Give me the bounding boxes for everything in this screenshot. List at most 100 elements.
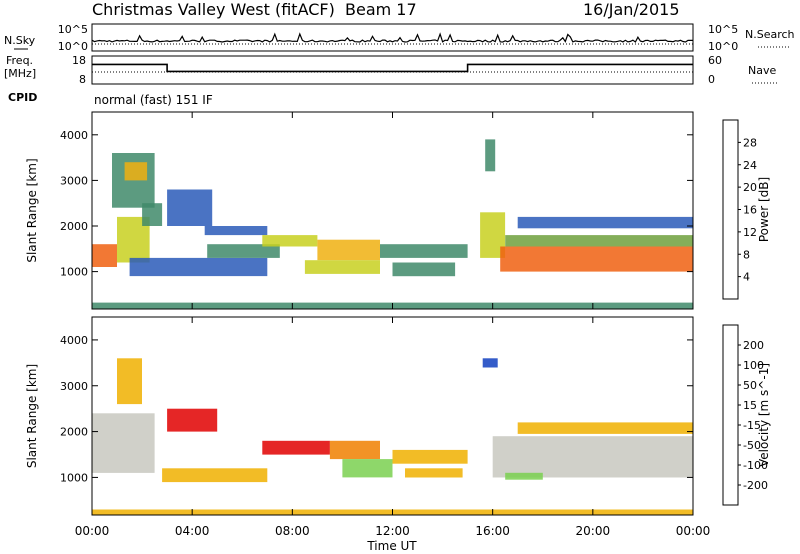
colorbar-tick-label: -50 <box>743 439 761 452</box>
freq-label-line2: [MHz] <box>4 67 36 80</box>
freq-left-tick-bottom: 8 <box>79 73 86 86</box>
echo-region-10 <box>492 436 693 478</box>
freq-left-tick-top: 18 <box>72 54 86 67</box>
echo-region-9 <box>262 235 318 247</box>
colorbar-tick-label: 16 <box>743 204 757 217</box>
x-tick-label: 04:00 <box>175 524 210 538</box>
freq-panel: Freq. [MHz] 18 8 60 0 Nave <box>4 54 778 86</box>
colorbar-frame <box>722 324 739 506</box>
echo-region-18 <box>485 139 496 172</box>
time-axis: 00:00 04:00 08:00 12:00 16:00 20:00 00:00 <box>75 112 711 538</box>
echo-region-7 <box>207 244 280 258</box>
cpid-label: CPID <box>8 91 37 104</box>
echo-region-13 <box>392 262 456 277</box>
colorbar-tick-label: 4 <box>743 271 750 284</box>
echo-region-8 <box>405 468 463 478</box>
echo-region-9 <box>482 358 498 368</box>
x-tick-label: 08:00 <box>275 524 310 538</box>
colorbar-frame <box>722 119 739 300</box>
echo-region-6 <box>342 459 393 478</box>
colorbar-tick-label: 100 <box>743 359 764 372</box>
echo-region-1 <box>117 358 142 405</box>
colorbar-tick-label: 28 <box>743 136 757 149</box>
x-tick-label: 00:00 <box>75 524 110 538</box>
noise-right-label: N.Search <box>745 28 795 41</box>
freq-right-tick-top: 60 <box>708 54 722 67</box>
noise-left-label: N.Sky <box>4 34 36 47</box>
echo-region-15 <box>500 246 693 272</box>
velocity-y-axis: 1000 2000 3000 4000 <box>60 334 693 484</box>
colorbar-label: Velocity [m s^-1] <box>757 363 771 467</box>
echo-region-6 <box>129 257 268 277</box>
noise-panel-frame <box>91 23 694 52</box>
y-tick-label: 3000 <box>60 174 88 187</box>
colorbar-tick-label: 12 <box>743 226 757 239</box>
y-tick-label: 4000 <box>60 129 88 142</box>
x-tick-label: 00:00 <box>676 524 711 538</box>
colorbar-tick-label: -200 <box>743 479 768 492</box>
echo-region-0 <box>92 244 117 267</box>
y-tick-label: 3000 <box>60 380 88 393</box>
echo-region-4 <box>262 440 330 455</box>
x-tick-label: 20:00 <box>576 524 611 538</box>
beam-label: Beam 17 <box>345 0 417 19</box>
y-tick-label: 1000 <box>60 266 88 279</box>
velocity-colorbar: 200 100 50 15 -15 -50 -100 -200 Velocity [m s^-1… <box>722 324 771 506</box>
colorbar-tick-label: 200 <box>743 339 764 352</box>
noise-right-tick-bottom: 10^0 <box>708 40 738 53</box>
velocity-panel: 1000 2000 3000 4000 Slant Range [km] 200 100… <box>25 316 771 516</box>
noise-panel: N.Sky N.Search 10^5 10^0 10^5 10^0 <box>4 23 795 53</box>
y-tick-label: 4000 <box>60 334 88 347</box>
echo-region-10 <box>317 239 380 261</box>
colorbar-tick-label: 24 <box>743 159 757 172</box>
noise-left-tick-top: 10^5 <box>58 23 88 36</box>
echo-region-2 <box>167 408 218 432</box>
power-heatmap <box>92 139 693 309</box>
power-y-axis-label: Slant Range [km] <box>25 158 39 262</box>
power-colorbar: 28 24 20 16 12 8 4 Power [dB] <box>722 119 771 300</box>
velocity-heatmap <box>92 358 693 515</box>
power-y-axis: 1000 2000 3000 4000 <box>60 129 693 279</box>
echo-region-0 <box>92 413 155 473</box>
x-tick-label: 16:00 <box>475 524 510 538</box>
echo-region-17 <box>517 216 693 229</box>
freq-label-line1: Freq. <box>6 54 33 67</box>
freq-trace <box>92 63 693 73</box>
echo-region-12 <box>517 422 693 434</box>
echo-region-5 <box>167 189 213 226</box>
cpid-value: normal (fast) 151 IF <box>94 93 213 107</box>
colorbar-tick-label: 50 <box>743 379 757 392</box>
echo-region-4 <box>142 203 163 226</box>
date-label: 16/Jan/2015 <box>583 0 680 19</box>
echo-region-5 <box>329 440 380 460</box>
y-tick-label: 2000 <box>60 426 88 439</box>
power-panel: 1000 2000 3000 4000 Slant Range [km] 28 24 20… <box>25 111 771 310</box>
velocity-y-axis-label: Slant Range [km] <box>25 364 39 468</box>
echo-region-7 <box>392 449 468 464</box>
nave-label: Nave <box>748 64 776 77</box>
echo-region-16 <box>505 235 693 247</box>
y-tick-label: 1000 <box>60 471 88 484</box>
colorbar-label: Power [dB] <box>757 177 771 242</box>
noise-right-tick-top: 10^5 <box>708 23 738 36</box>
x-axis-label: Time UT <box>366 539 417 553</box>
echo-region-8 <box>204 226 268 236</box>
colorbar-tick-label: -15 <box>743 419 761 432</box>
echo-region-11 <box>380 244 468 258</box>
x-tick-label: 12:00 <box>375 524 410 538</box>
colorbar-tick-label: 20 <box>743 181 757 194</box>
echo-region-11 <box>505 472 543 480</box>
freq-panel-frame <box>91 55 694 85</box>
echo-region-3 <box>124 162 148 181</box>
echo-region-3 <box>162 468 268 483</box>
station-title: Christmas Valley West (fitACF) <box>92 0 335 19</box>
noise-left-tick-bottom: 10^0 <box>58 40 88 53</box>
echo-region-12 <box>304 260 380 274</box>
colorbar-tick-label: 15 <box>743 399 757 412</box>
y-tick-label: 2000 <box>60 220 88 233</box>
freq-right-tick-bottom: 0 <box>708 73 715 86</box>
noise-sky-trace <box>91 32 694 43</box>
colorbar-tick-label: -100 <box>743 459 768 472</box>
colorbar-tick-label: 8 <box>743 248 750 261</box>
